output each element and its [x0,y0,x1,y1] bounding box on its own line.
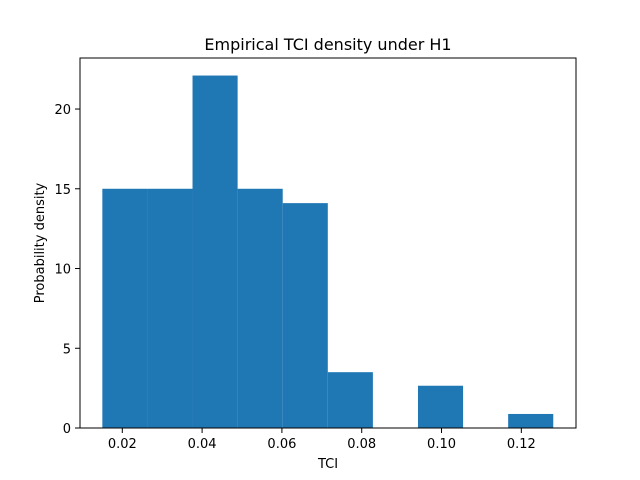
y-tick-label: 15 [54,183,71,198]
y-tick-label: 10 [54,263,71,278]
x-tick-label: 0.02 [108,437,137,452]
x-axis-ticks: 0.02 0.04 0.06 0.08 0.10 0.12 [108,428,536,452]
x-tick-label: 0.06 [267,437,296,452]
histogram-bar [237,188,283,428]
histogram-bar [102,188,148,428]
x-tick-label: 0.04 [188,437,217,452]
histogram-bar [327,372,373,428]
y-tick-label: 20 [54,103,71,118]
y-axis-label: Probability density [33,182,48,303]
histogram-bar [192,75,238,429]
y-axis-ticks: 0 5 10 15 20 [54,103,80,437]
chart-title: Empirical TCI density under H1 [204,35,451,54]
histogram-bar [282,203,328,428]
x-tick-label: 0.10 [427,437,456,452]
y-tick-label: 0 [63,422,71,437]
bars-group [102,75,554,429]
histogram-bar [147,188,193,428]
histogram-bar [417,385,464,428]
x-tick-label: 0.08 [347,437,376,452]
plot-frame [79,57,577,429]
y-tick-label: 5 [63,342,71,357]
histogram-bar [508,413,554,428]
x-axis-label: TCI [317,457,338,472]
x-tick-label: 0.12 [507,437,536,452]
